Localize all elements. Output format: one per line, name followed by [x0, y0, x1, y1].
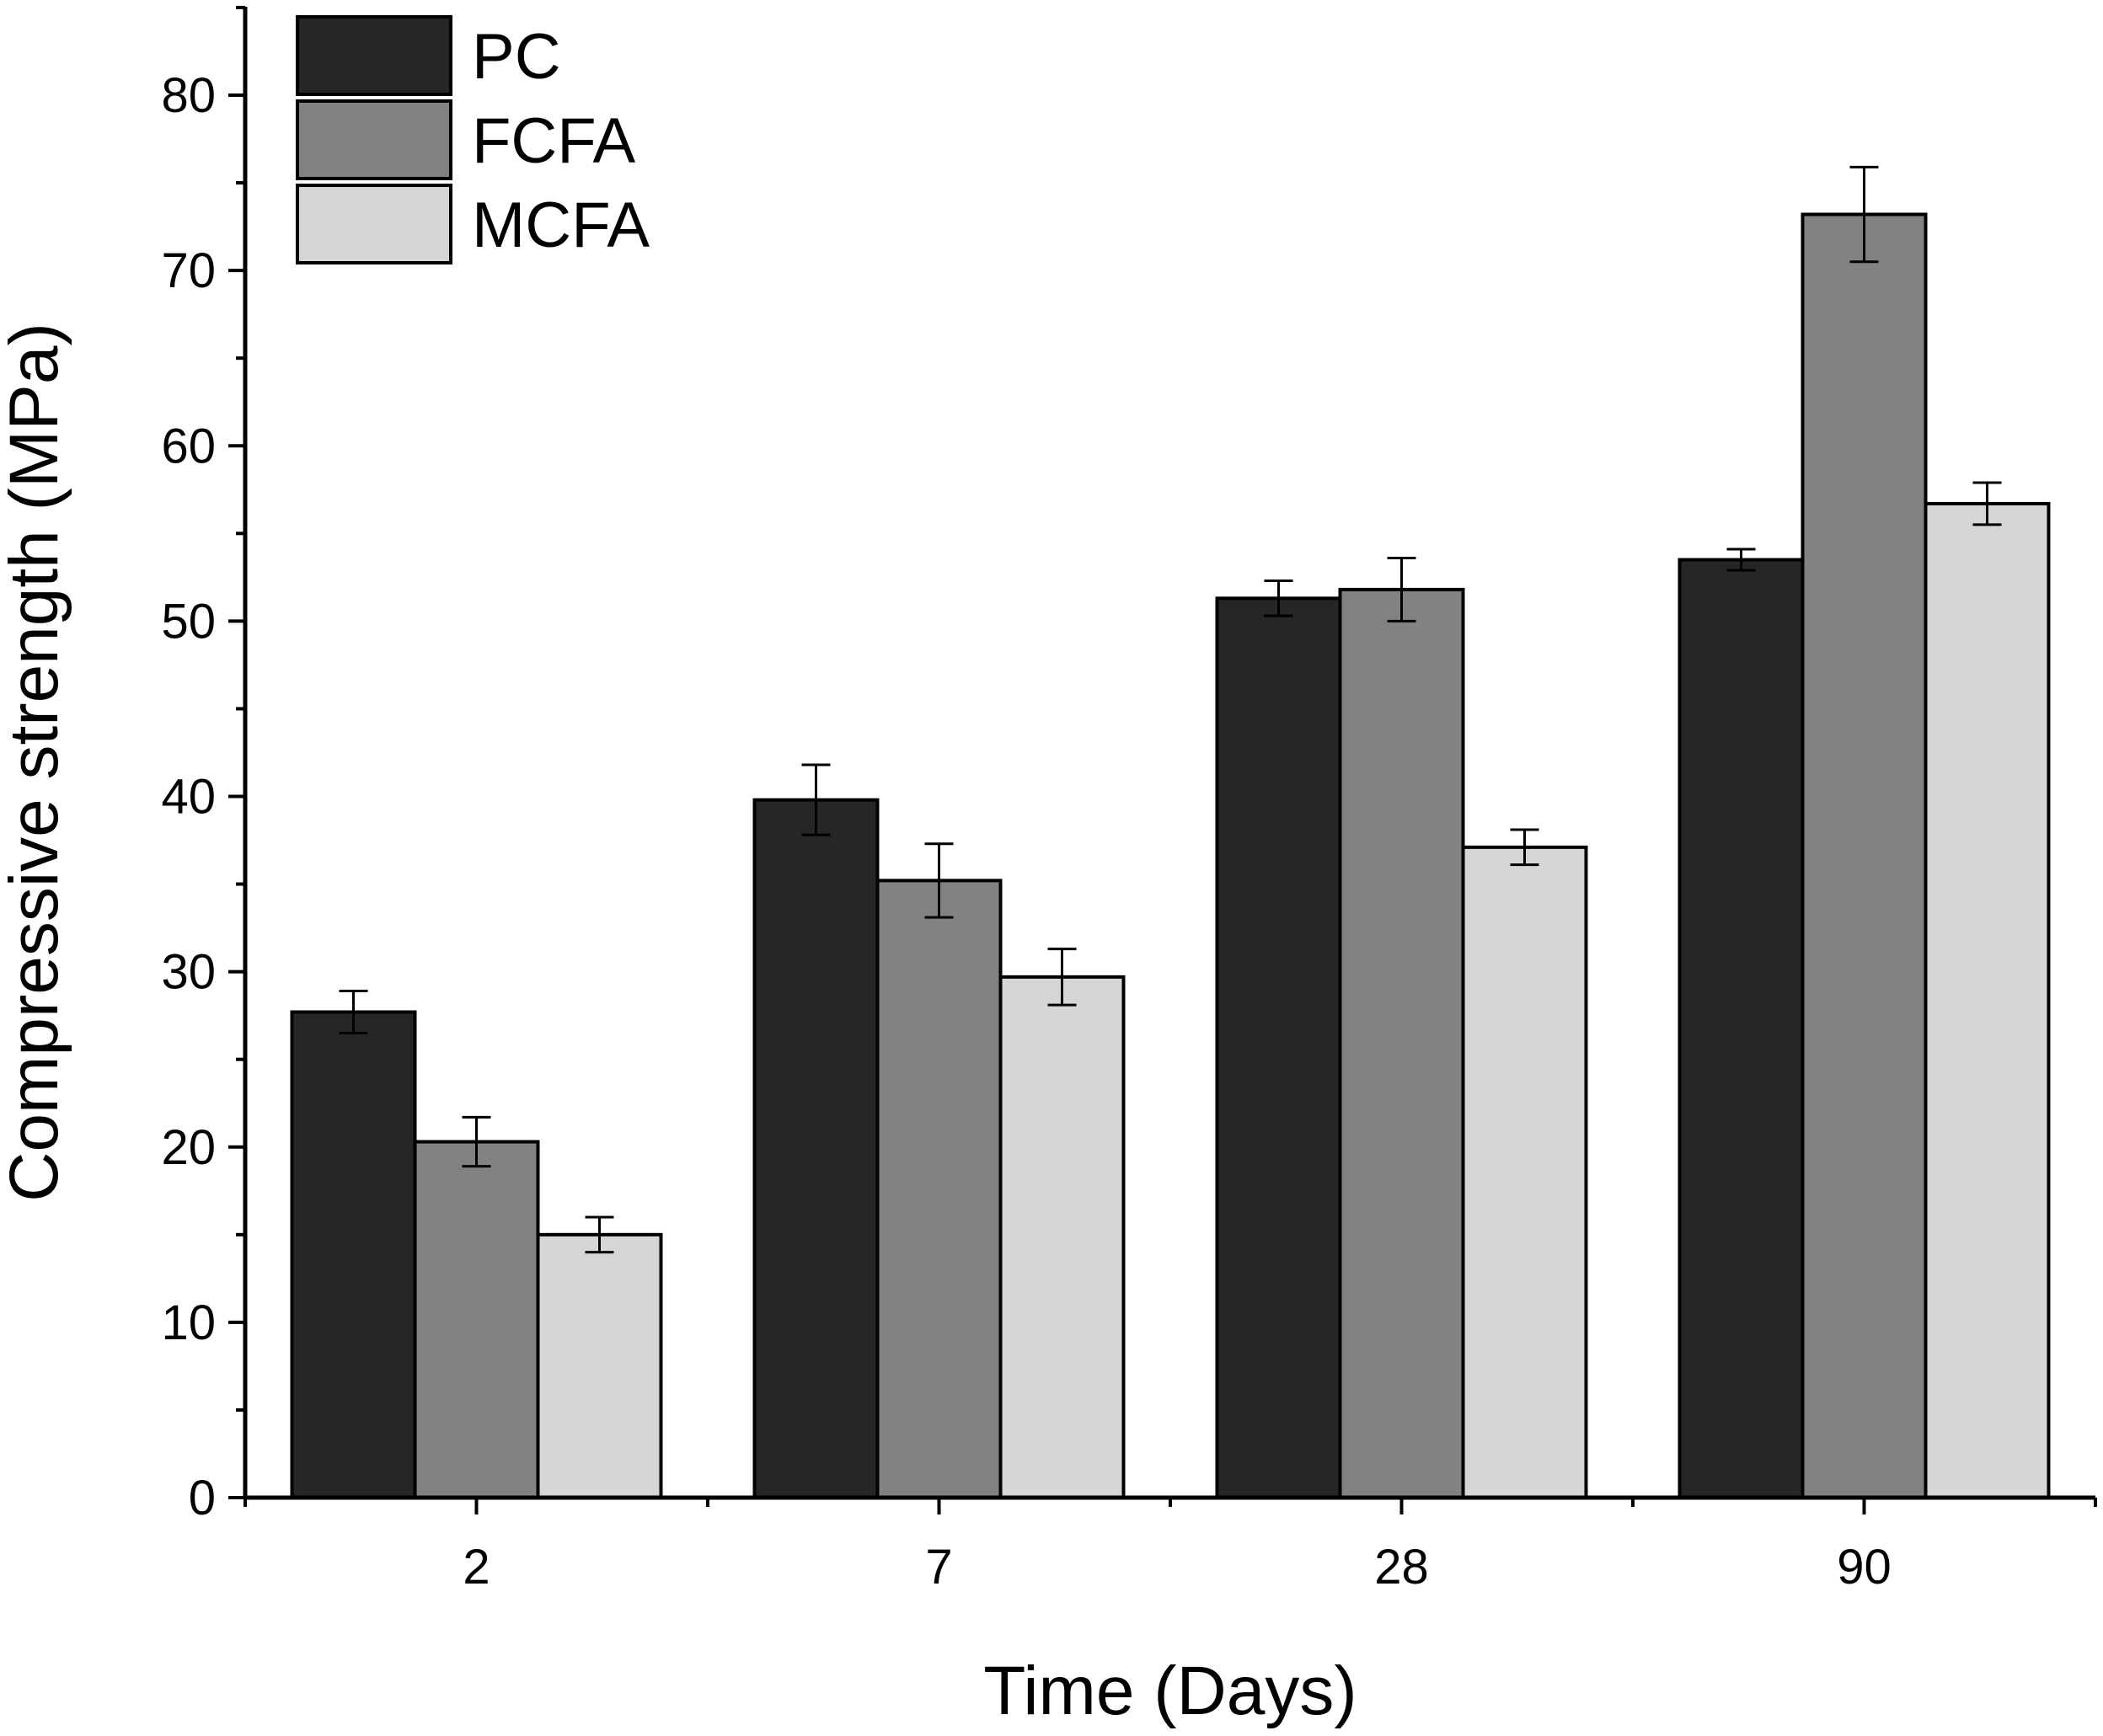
- bar-pc-90: [1678, 558, 1805, 1499]
- legend: PC FCFA MCFA: [296, 15, 650, 264]
- y-tick-label-70: 70: [161, 243, 216, 298]
- x-axis-title: Time (Days): [983, 1653, 1357, 1729]
- error-bars-layer: [339, 165, 2002, 1254]
- y-tick-label-60: 60: [161, 419, 216, 473]
- y-tick-label-30: 30: [161, 945, 216, 1000]
- x-tick-label-2: 2: [463, 1540, 490, 1594]
- axes-layer: 0 10 20 30 40 50 60 70 80 2 7 28 90: [161, 5, 2097, 1594]
- bar-fcfa-90: [1801, 212, 1928, 1499]
- legend-label-mcfa: MCFA: [472, 190, 650, 261]
- bar-fcfa-2: [413, 1140, 540, 1499]
- bar-mcfa-7: [998, 975, 1126, 1499]
- bar-mcfa-90: [1924, 501, 2051, 1499]
- bar-fcfa-28: [1338, 587, 1465, 1499]
- bar-fcfa-7: [875, 879, 1003, 1499]
- bar-mcfa-28: [1461, 845, 1588, 1499]
- legend-label-pc: PC: [472, 21, 561, 93]
- bar-pc-7: [752, 798, 880, 1499]
- y-tick-label-10: 10: [161, 1295, 216, 1350]
- bar-pc-28: [1215, 596, 1342, 1499]
- y-tick-label-50: 50: [161, 594, 216, 649]
- y-tick-label-80: 80: [161, 68, 216, 123]
- bars-layer: [290, 212, 2051, 1499]
- legend-swatch-fcfa: [296, 99, 452, 180]
- legend-swatch-mcfa: [296, 184, 452, 264]
- y-axis-title: Compressive strength (MPa): [0, 323, 72, 1202]
- bar-mcfa-2: [536, 1232, 663, 1499]
- bar-pc-2: [290, 1010, 417, 1499]
- legend-swatch-pc: [296, 15, 452, 96]
- y-tick-label-20: 20: [161, 1120, 216, 1175]
- y-tick-label-40: 40: [161, 770, 216, 825]
- y-tick-label-0: 0: [189, 1471, 216, 1525]
- legend-label-fcfa: FCFA: [472, 105, 636, 177]
- x-tick-label-90: 90: [1837, 1540, 1892, 1594]
- x-tick-label-7: 7: [925, 1540, 952, 1594]
- x-tick-label-28: 28: [1374, 1540, 1429, 1594]
